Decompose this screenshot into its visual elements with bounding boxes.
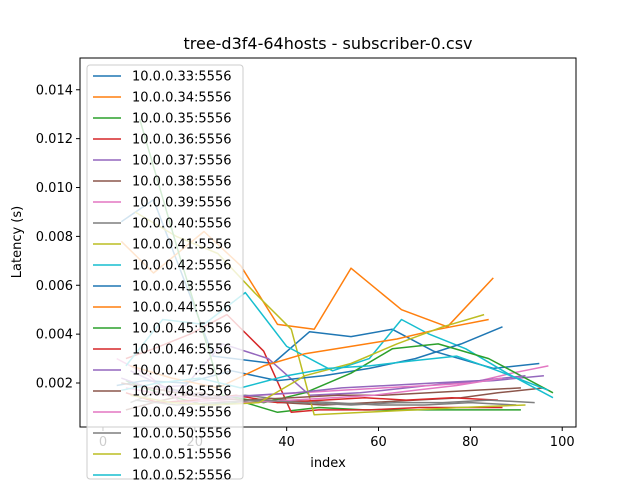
legend-entry: 10.0.0.39:5556 (132, 196, 232, 211)
legend-entry: 10.0.0.49:5556 (132, 406, 232, 421)
x-tick-label: 80 (462, 435, 479, 450)
x-axis-label: index (310, 456, 346, 471)
legend-entry: 10.0.0.45:5556 (132, 322, 232, 337)
y-tick-label: 0.002 (36, 377, 73, 392)
y-tick-label: 0.008 (36, 230, 73, 245)
legend-entry: 10.0.0.51:5556 (132, 448, 232, 463)
y-axis-label: Latency (s) (10, 206, 25, 278)
x-tick-label: 60 (370, 435, 387, 450)
y-tick-label: 0.010 (36, 181, 73, 196)
legend-entry: 10.0.0.48:5556 (132, 385, 232, 400)
legend-entry: 10.0.0.34:5556 (132, 91, 232, 106)
legend-entry: 10.0.0.52:5556 (132, 469, 232, 480)
legend-entry: 10.0.0.46:5556 (132, 343, 232, 358)
legend-entry: 10.0.0.33:5556 (132, 70, 232, 85)
y-axis: 0.002 0.004 0.006 0.008 0.010 0.012 0.014 (36, 83, 80, 392)
legend-box (86, 64, 244, 480)
x-tick-label: 100 (550, 435, 575, 450)
y-tick-label: 0.004 (36, 328, 73, 343)
legend-entry: 10.0.0.35:5556 (132, 112, 232, 127)
legend-entry: 10.0.0.47:5556 (132, 364, 232, 379)
legend-entry: 10.0.0.41:5556 (132, 238, 232, 253)
x-tick-label: 40 (278, 435, 295, 450)
legend: 10.0.0.33:5556 10.0.0.34:5556 10.0.0.35:55… (86, 64, 244, 480)
plot-frame (79, 57, 577, 428)
chart-title: tree-d3f4-64hosts - subscriber-0.csv (183, 34, 472, 53)
legend-entry: 10.0.0.43:5556 (132, 280, 232, 295)
legend-entry: 10.0.0.36:5556 (132, 133, 232, 148)
y-tick-label: 0.012 (36, 132, 73, 147)
legend-entry: 10.0.0.38:5556 (132, 175, 232, 190)
legend-entry: 10.0.0.44:5556 (132, 301, 232, 316)
legend-entry: 10.0.0.42:5556 (132, 259, 232, 274)
y-tick-label: 0.006 (36, 279, 73, 294)
legend-entry: 10.0.0.40:5556 (132, 217, 232, 232)
legend-entry: 10.0.0.50:5556 (132, 427, 232, 442)
y-tick-label: 0.014 (36, 83, 73, 98)
legend-entry: 10.0.0.37:5556 (132, 154, 232, 169)
